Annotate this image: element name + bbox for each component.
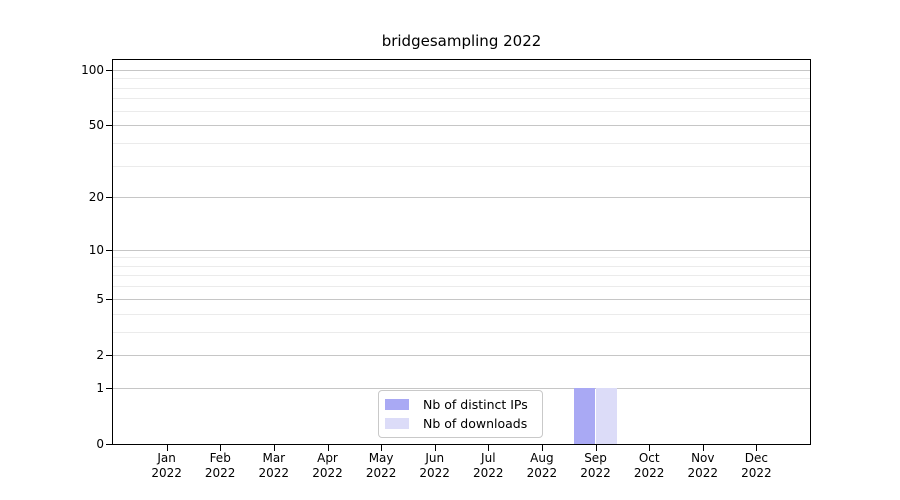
x-tick-month: Dec — [744, 451, 768, 465]
x-tick-year: 2022 — [687, 466, 719, 480]
gridline-y-50 — [113, 125, 810, 127]
x-tick-year: 2022 — [633, 466, 665, 480]
x-tick-label-jun: Jun 2022 — [395, 451, 475, 481]
gridline-y-100 — [113, 69, 810, 71]
x-axis-tick-labels: Jan 2022 Feb 2022 Mar 2022 Apr 2022 May 2022 Jun 20… — [113, 451, 810, 485]
gridline-y-1 — [113, 387, 810, 389]
x-tick-month: Mar — [262, 451, 286, 465]
x-tick-month: Sep — [584, 451, 607, 465]
y-tick-mark-10 — [106, 249, 113, 251]
x-tick-month: Nov — [691, 451, 715, 465]
y-tick-label-10: 10 — [88, 242, 104, 257]
gridline-y-5 — [113, 298, 810, 300]
x-tick-year: 2022 — [258, 466, 290, 480]
y-tick-label-5: 5 — [96, 291, 104, 306]
x-tick-label-sep: Sep 2022 — [556, 451, 636, 481]
gridline-y-10 — [113, 249, 810, 251]
y-axis-tick-labels: 0 1 2 5 10 20 50 100 — [0, 60, 104, 451]
x-tick-year: 2022 — [312, 466, 343, 480]
y-tick-mark-50 — [106, 125, 113, 127]
x-tick-mark-oct — [649, 445, 651, 451]
x-tick-label-jul: Jul 2022 — [448, 451, 528, 481]
gridline-y-8 — [113, 265, 810, 267]
gridline-y-3 — [113, 331, 810, 333]
gridline-y-60 — [113, 110, 810, 112]
gridline-y-40 — [113, 142, 810, 144]
x-tick-month: May — [368, 451, 394, 465]
x-tick-year: 2022 — [151, 466, 182, 480]
gridline-y-90 — [113, 78, 810, 80]
gridline-y-30 — [113, 165, 810, 167]
x-tick-label-mar: Mar 2022 — [234, 451, 314, 481]
y-tick-label-1: 1 — [96, 380, 104, 395]
y-tick-label-100: 100 — [81, 62, 104, 77]
x-tick-month: Jun — [425, 451, 445, 465]
x-tick-label-may: May 2022 — [341, 451, 421, 481]
x-tick-mark-jul — [488, 445, 490, 451]
x-tick-mark-dec — [756, 445, 758, 451]
x-tick-mark-jun — [434, 445, 436, 451]
gridline-y-20 — [113, 197, 810, 199]
x-tick-month: Oct — [638, 451, 660, 465]
x-tick-year: 2022 — [365, 466, 397, 480]
y-tick-label-0: 0 — [96, 437, 104, 451]
gridline-y-9 — [113, 257, 810, 259]
bar-nb-of-downloads-sep-2022 — [595, 387, 617, 444]
legend-label-distinct-ips: Nb of distinct IPs — [423, 397, 528, 412]
x-tick-year: 2022 — [580, 466, 611, 480]
y-tick-label-50: 50 — [88, 118, 104, 133]
x-tick-month: Aug — [530, 451, 554, 465]
y-axis-tick-marks — [106, 60, 113, 445]
x-tick-label-apr: Apr 2022 — [288, 451, 368, 481]
y-tick-label-2: 2 — [96, 347, 104, 362]
gridline-y-2 — [113, 354, 810, 356]
x-tick-month: Jul — [481, 451, 496, 465]
gridline-y-80 — [113, 87, 810, 89]
y-tick-mark-5 — [106, 298, 113, 300]
x-tick-year: 2022 — [741, 466, 772, 480]
x-tick-label-jan: Jan 2022 — [127, 451, 207, 481]
legend-swatch-distinct-ips — [385, 399, 409, 410]
x-tick-mark-feb — [220, 445, 222, 451]
y-tick-mark-100 — [106, 69, 113, 71]
y-tick-mark-20 — [106, 197, 113, 199]
x-axis-tick-marks — [113, 444, 810, 452]
x-tick-mark-mar — [273, 445, 275, 451]
y-tick-mark-1 — [106, 387, 113, 389]
y-tick-mark-0 — [106, 444, 113, 445]
legend-item-downloads: Nb of downloads — [385, 416, 534, 431]
x-tick-month: Apr — [317, 451, 338, 465]
x-tick-label-dec: Dec 2022 — [716, 451, 796, 481]
x-tick-month: Jan — [157, 451, 176, 465]
x-tick-year: 2022 — [419, 466, 450, 480]
gridline-y-6 — [113, 286, 810, 288]
x-tick-mark-aug — [541, 445, 543, 451]
x-tick-month: Feb — [209, 451, 231, 465]
y-tick-label-20: 20 — [88, 190, 104, 205]
legend: Nb of distinct IPs Nb of downloads — [378, 390, 543, 438]
plot-area — [112, 59, 811, 445]
gridline-y-4 — [113, 313, 810, 315]
x-tick-mark-may — [381, 445, 383, 451]
legend-label-downloads: Nb of downloads — [423, 416, 528, 431]
x-tick-mark-sep — [595, 445, 597, 451]
bar-nb-of-distinct-ips-sep-2022 — [574, 387, 596, 444]
x-tick-label-feb: Feb 2022 — [180, 451, 260, 481]
x-tick-label-nov: Nov 2022 — [663, 451, 743, 481]
gridline-y-7 — [113, 275, 810, 277]
x-tick-label-oct: Oct 2022 — [609, 451, 689, 481]
legend-swatch-downloads — [385, 418, 409, 429]
x-tick-mark-nov — [702, 445, 704, 451]
x-tick-mark-apr — [327, 445, 329, 451]
x-tick-mark-jan — [166, 445, 168, 451]
x-tick-year: 2022 — [204, 466, 236, 480]
y-tick-mark-2 — [106, 354, 113, 356]
x-tick-year: 2022 — [473, 466, 504, 480]
x-tick-label-aug: Aug 2022 — [502, 451, 582, 481]
chart-title: bridgesampling 2022 — [381, 32, 542, 50]
legend-item-distinct-ips: Nb of distinct IPs — [385, 397, 534, 412]
x-tick-year: 2022 — [526, 466, 558, 480]
gridline-y-70 — [113, 98, 810, 100]
